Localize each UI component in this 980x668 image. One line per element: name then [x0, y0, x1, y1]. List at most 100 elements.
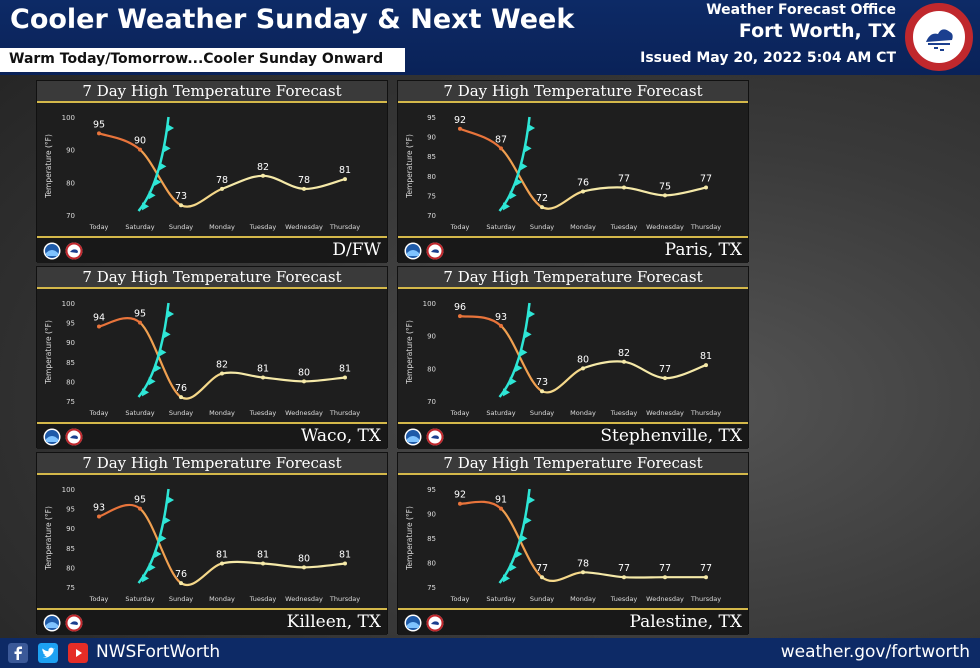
- cold-front-barb: [148, 377, 156, 386]
- y-axis-label: Temperature (°F): [44, 320, 53, 385]
- x-tick-label: Thursday: [690, 595, 721, 603]
- page-subtitle: Warm Today/Tomorrow...Cooler Sunday Onwa…: [9, 51, 384, 67]
- nws-logo: [905, 3, 973, 71]
- data-label: 81: [339, 363, 351, 374]
- data-label: 77: [700, 174, 712, 185]
- x-tick-label: Monday: [209, 409, 235, 417]
- temperature-line-segment: [623, 186, 666, 197]
- data-point: [261, 561, 265, 566]
- data-point: [581, 570, 585, 575]
- data-point: [343, 561, 347, 566]
- data-label: 93: [93, 502, 105, 513]
- y-tick-label: 75: [66, 398, 75, 406]
- x-tick-label: Thursday: [690, 223, 721, 231]
- temperature-line-segment: [221, 174, 264, 190]
- x-tick-label: Today: [450, 409, 470, 417]
- forecast-panel-palestine: 7 Day High Temperature Forecast 75 80 85 90…: [397, 452, 749, 635]
- subtitle-bar: Warm Today/Tomorrow...Cooler Sunday Onwa…: [0, 48, 405, 72]
- data-point: [138, 320, 142, 325]
- location-label: Paris, TX: [664, 240, 742, 260]
- cold-front-barb: [528, 124, 536, 133]
- data-point: [261, 173, 265, 178]
- cold-front-barb: [167, 496, 175, 505]
- data-point: [220, 371, 224, 376]
- nws-logo-icon: [65, 428, 83, 446]
- y-tick-label: 70: [427, 212, 436, 220]
- panel-title: 7 Day High Temperature Forecast: [82, 268, 342, 286]
- y-tick-label: 80: [66, 378, 75, 386]
- y-axis-label: Temperature (°F): [405, 320, 414, 385]
- twitter-icon[interactable]: [38, 643, 58, 663]
- temperature-line-segment: [303, 177, 346, 190]
- facebook-icon[interactable]: [8, 643, 28, 663]
- x-tick-label: Thursday: [329, 223, 360, 231]
- temperature-line-segment: [582, 360, 625, 370]
- temperature-chart-killeen: 75 80 85 90 95 100 Temperature (°F) Today Saturd…: [44, 486, 360, 603]
- temperature-line-segment: [180, 372, 223, 400]
- data-label: 81: [257, 549, 269, 560]
- y-tick-label: 95: [66, 320, 75, 328]
- temperature-chart-paris: 70 75 80 85 90 95 Temperature (°F) Today Saturda…: [405, 114, 721, 231]
- youtube-icon[interactable]: [68, 643, 88, 663]
- cold-front-barb: [520, 534, 528, 543]
- temperature-line-segment: [582, 571, 625, 579]
- y-tick-label: 95: [66, 506, 75, 514]
- y-axis-label: Temperature (°F): [44, 506, 53, 571]
- x-tick-label: Today: [89, 409, 109, 417]
- data-point: [540, 389, 544, 394]
- temperature-line-segment: [664, 186, 707, 197]
- x-tick-label: Today: [89, 595, 109, 603]
- panel-title-bar: 7 Day High Temperature Forecast: [398, 453, 748, 475]
- x-tick-label: Saturday: [486, 409, 515, 417]
- y-tick-label: 100: [62, 114, 75, 122]
- x-tick-label: Sunday: [169, 595, 193, 603]
- y-tick-label: 80: [66, 179, 75, 187]
- x-tick-label: Sunday: [169, 409, 193, 417]
- temperature-chart-stephenville: 70 80 90 100 Temperature (°F) Today Saturday Su…: [405, 300, 721, 417]
- data-point: [179, 203, 183, 208]
- data-point: [458, 501, 462, 506]
- social-handle[interactable]: NWSFortWorth: [96, 642, 221, 662]
- website-link[interactable]: weather.gov/fortworth: [780, 642, 970, 662]
- forecast-panel-dfw: 7 Day High Temperature Forecast 70 80 90 10…: [36, 80, 388, 263]
- location-label: Killeen, TX: [286, 612, 381, 632]
- nws-logo-icon: [65, 242, 83, 260]
- data-label: 81: [257, 363, 269, 374]
- office-location: Fort Worth, TX: [738, 20, 896, 42]
- data-point: [302, 565, 306, 570]
- data-point: [302, 379, 306, 384]
- cold-front-line: [498, 116, 531, 212]
- panel-title-bar: 7 Day High Temperature Forecast: [398, 81, 748, 103]
- x-tick-label: Today: [450, 223, 470, 231]
- data-label: 95: [134, 495, 146, 506]
- x-tick-label: Tuesday: [249, 409, 277, 417]
- panel-title: 7 Day High Temperature Forecast: [443, 268, 703, 286]
- data-point: [343, 375, 347, 380]
- data-label: 94: [93, 313, 105, 324]
- y-tick-label: 80: [427, 173, 436, 181]
- cold-front-barb: [515, 550, 523, 559]
- data-label: 81: [339, 549, 351, 560]
- data-label: 80: [577, 354, 589, 365]
- x-tick-label: Sunday: [530, 223, 554, 231]
- x-tick-label: Sunday: [530, 409, 554, 417]
- cold-front-barb: [503, 574, 511, 583]
- cold-front-barb: [163, 516, 171, 525]
- temperature-line-segment: [180, 562, 223, 587]
- cold-front-barb: [142, 574, 150, 583]
- cold-front-barb: [167, 124, 175, 133]
- cold-front-barb: [154, 364, 162, 373]
- x-tick-label: Wednesday: [646, 223, 684, 231]
- cold-front-barb: [524, 330, 532, 339]
- x-tick-label: Monday: [209, 595, 235, 603]
- cold-front-barb: [148, 191, 156, 200]
- x-tick-label: Saturday: [125, 223, 154, 231]
- panel-title: 7 Day High Temperature Forecast: [82, 454, 342, 472]
- data-label: 95: [93, 119, 105, 130]
- forecast-panel-stephenville: 7 Day High Temperature Forecast 70 80 90 10…: [397, 266, 749, 449]
- x-tick-label: Today: [450, 595, 470, 603]
- y-tick-label: 90: [427, 511, 436, 519]
- y-tick-label: 95: [427, 114, 436, 122]
- temperature-line-segment: [541, 571, 584, 583]
- x-tick-label: Wednesday: [285, 409, 323, 417]
